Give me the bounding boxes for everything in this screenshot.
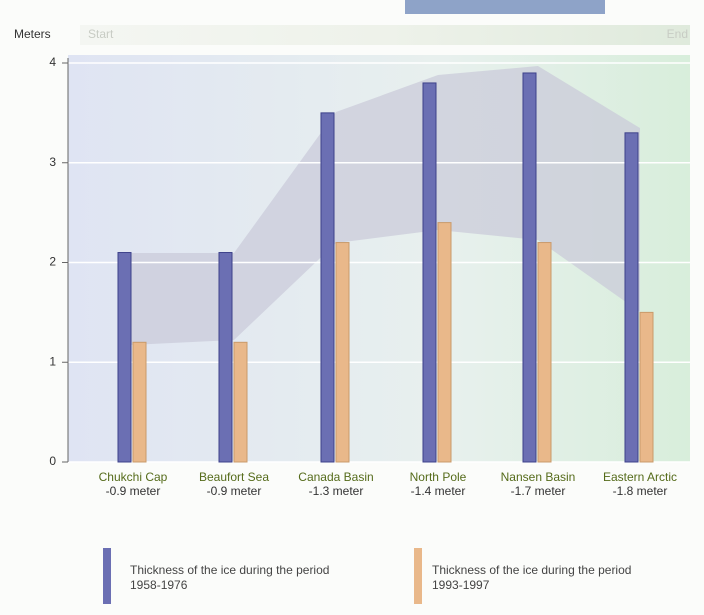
header-image bbox=[405, 0, 605, 14]
bar bbox=[437, 222, 452, 463]
bar bbox=[537, 242, 552, 463]
category-label: Canada Basin bbox=[298, 470, 374, 484]
end-label: End bbox=[667, 27, 688, 41]
bar bbox=[117, 252, 132, 463]
bar bbox=[218, 252, 233, 463]
x-tick-label: North Pole -1.4 meter bbox=[390, 470, 486, 498]
category-label: Beaufort Sea bbox=[198, 470, 270, 484]
annotation: -1.8 meter bbox=[612, 484, 668, 498]
annotation: -0.9 meter bbox=[105, 484, 161, 498]
bar bbox=[335, 242, 350, 463]
annotation: -1.3 meter bbox=[308, 484, 364, 498]
start-label: Start bbox=[88, 27, 114, 41]
bar bbox=[639, 311, 654, 463]
x-tick-label: Canada Basin -1.3 meter bbox=[288, 470, 384, 498]
y-tick-label: 0 bbox=[49, 454, 56, 468]
x-tick-label: Chukchi Cap -0.9 meter bbox=[85, 470, 181, 498]
x-tick-label: Beaufort Sea -0.9 meter bbox=[186, 470, 282, 498]
bar bbox=[132, 341, 147, 463]
annotation: -0.9 meter bbox=[206, 484, 262, 498]
category-label: North Pole bbox=[409, 470, 467, 484]
legend-label: Thickness of the ice during the period 1… bbox=[432, 563, 632, 592]
legend-swatch bbox=[103, 548, 111, 604]
legend-swatch bbox=[414, 548, 422, 604]
y-tick-label: 1 bbox=[49, 354, 56, 368]
timeline-bar bbox=[80, 25, 690, 45]
category-label: Nansen Basin bbox=[500, 470, 576, 484]
annotation: -1.7 meter bbox=[510, 484, 566, 498]
annotation: -1.4 meter bbox=[410, 484, 466, 498]
legend-label: Thickness of the ice during the period 1… bbox=[130, 563, 330, 592]
bar bbox=[320, 112, 335, 463]
y-tick-label: 4 bbox=[49, 55, 56, 69]
y-tick-label: 2 bbox=[49, 255, 56, 269]
category-label: Chukchi Cap bbox=[98, 470, 168, 484]
x-tick-label: Eastern Arctic -1.8 meter bbox=[592, 470, 688, 498]
y-axis-title: Meters bbox=[14, 27, 51, 41]
y-tick-label: 3 bbox=[49, 155, 56, 169]
bar bbox=[233, 341, 248, 463]
x-tick-label: Nansen Basin -1.7 meter bbox=[490, 470, 586, 498]
bar bbox=[522, 72, 537, 463]
range-band bbox=[130, 66, 640, 345]
bar bbox=[422, 82, 437, 463]
bar bbox=[624, 132, 639, 463]
category-label: Eastern Arctic bbox=[602, 470, 678, 484]
